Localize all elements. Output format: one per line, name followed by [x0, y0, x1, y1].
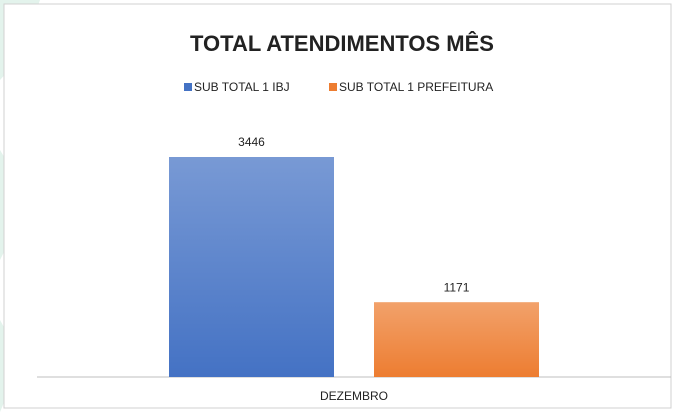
legend-label: SUB TOTAL 1 PREFEITURA — [339, 80, 493, 94]
x-tick-label: DEZEMBRO — [320, 389, 388, 403]
chart-frame — [3, 3, 672, 409]
bar-shine — [374, 302, 539, 377]
data-label: 1171 — [444, 280, 470, 294]
legend-label: SUB TOTAL 1 IBJ — [194, 80, 290, 94]
chart-title: TOTAL ATENDIMENTOS MÊS — [190, 31, 494, 56]
data-label: 3446 — [238, 135, 265, 149]
legend-swatch — [329, 83, 337, 91]
legend-swatch — [184, 83, 192, 91]
bar-shine — [169, 157, 334, 377]
